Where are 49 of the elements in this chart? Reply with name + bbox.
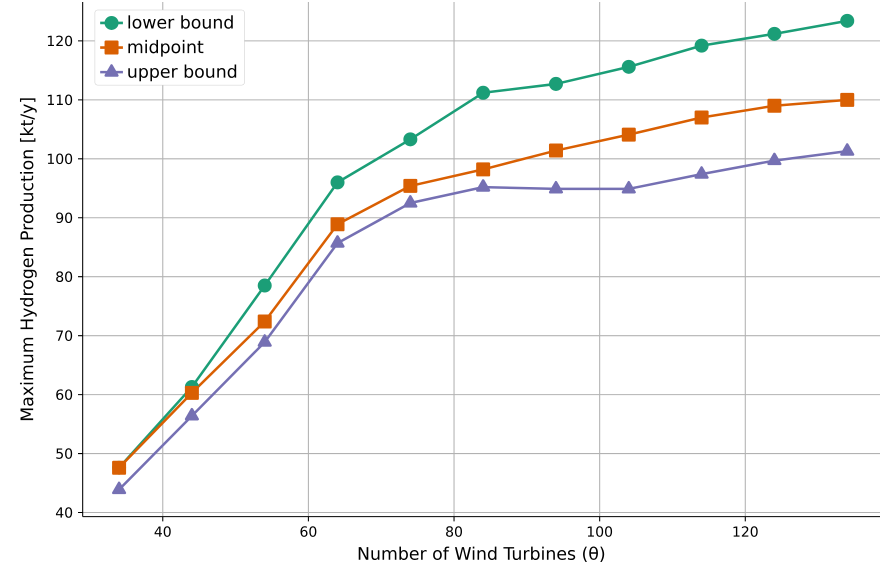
point [476, 86, 490, 100]
y-tick-label: 40 [56, 507, 72, 518]
x-tick-label: 80 [446, 526, 462, 537]
y-tick-label: 60 [56, 389, 72, 400]
point [330, 175, 345, 190]
point [548, 144, 563, 158]
y-axis-title: Maximum Hydrogen Production [kt/y] [20, 98, 37, 420]
point [403, 178, 418, 193]
point [258, 334, 272, 347]
point [840, 14, 854, 28]
legend-label: upper bound [128, 64, 236, 82]
point [330, 217, 345, 232]
y-tick-label: 80 [56, 271, 72, 282]
y-tick-label: 70 [56, 330, 72, 341]
point [622, 128, 636, 142]
point [330, 235, 345, 248]
y-tick-label: 100 [48, 154, 72, 164]
point [694, 110, 709, 125]
x-tick-label: 40 [154, 526, 171, 537]
point [840, 92, 854, 107]
point [840, 143, 854, 156]
x-tick-label: 100 [588, 526, 612, 537]
point [403, 132, 418, 146]
point [622, 180, 636, 194]
legend-label: midpoint [128, 40, 204, 57]
point [767, 26, 782, 41]
point [403, 195, 418, 208]
point [767, 98, 782, 113]
x-axis-title: Number of Wind Turbines (θ) [358, 546, 604, 562]
point [622, 60, 636, 74]
point [767, 152, 782, 166]
point [548, 180, 564, 194]
y-tick-label: 50 [56, 448, 72, 459]
point [476, 179, 490, 192]
point [694, 166, 709, 179]
x-tick-label: 60 [300, 526, 316, 537]
y-tick-label: 120 [48, 36, 72, 46]
point [258, 278, 272, 293]
point [548, 76, 563, 91]
point [184, 408, 199, 420]
y-tick-label: 110 [48, 94, 72, 106]
point [112, 482, 126, 494]
point [258, 314, 272, 329]
point [184, 386, 199, 400]
point [694, 38, 709, 53]
legend-label: lower bound [128, 15, 233, 29]
point [476, 162, 490, 176]
x-tick-label: 120 [733, 526, 758, 537]
y-tick-label: 90 [56, 212, 72, 224]
